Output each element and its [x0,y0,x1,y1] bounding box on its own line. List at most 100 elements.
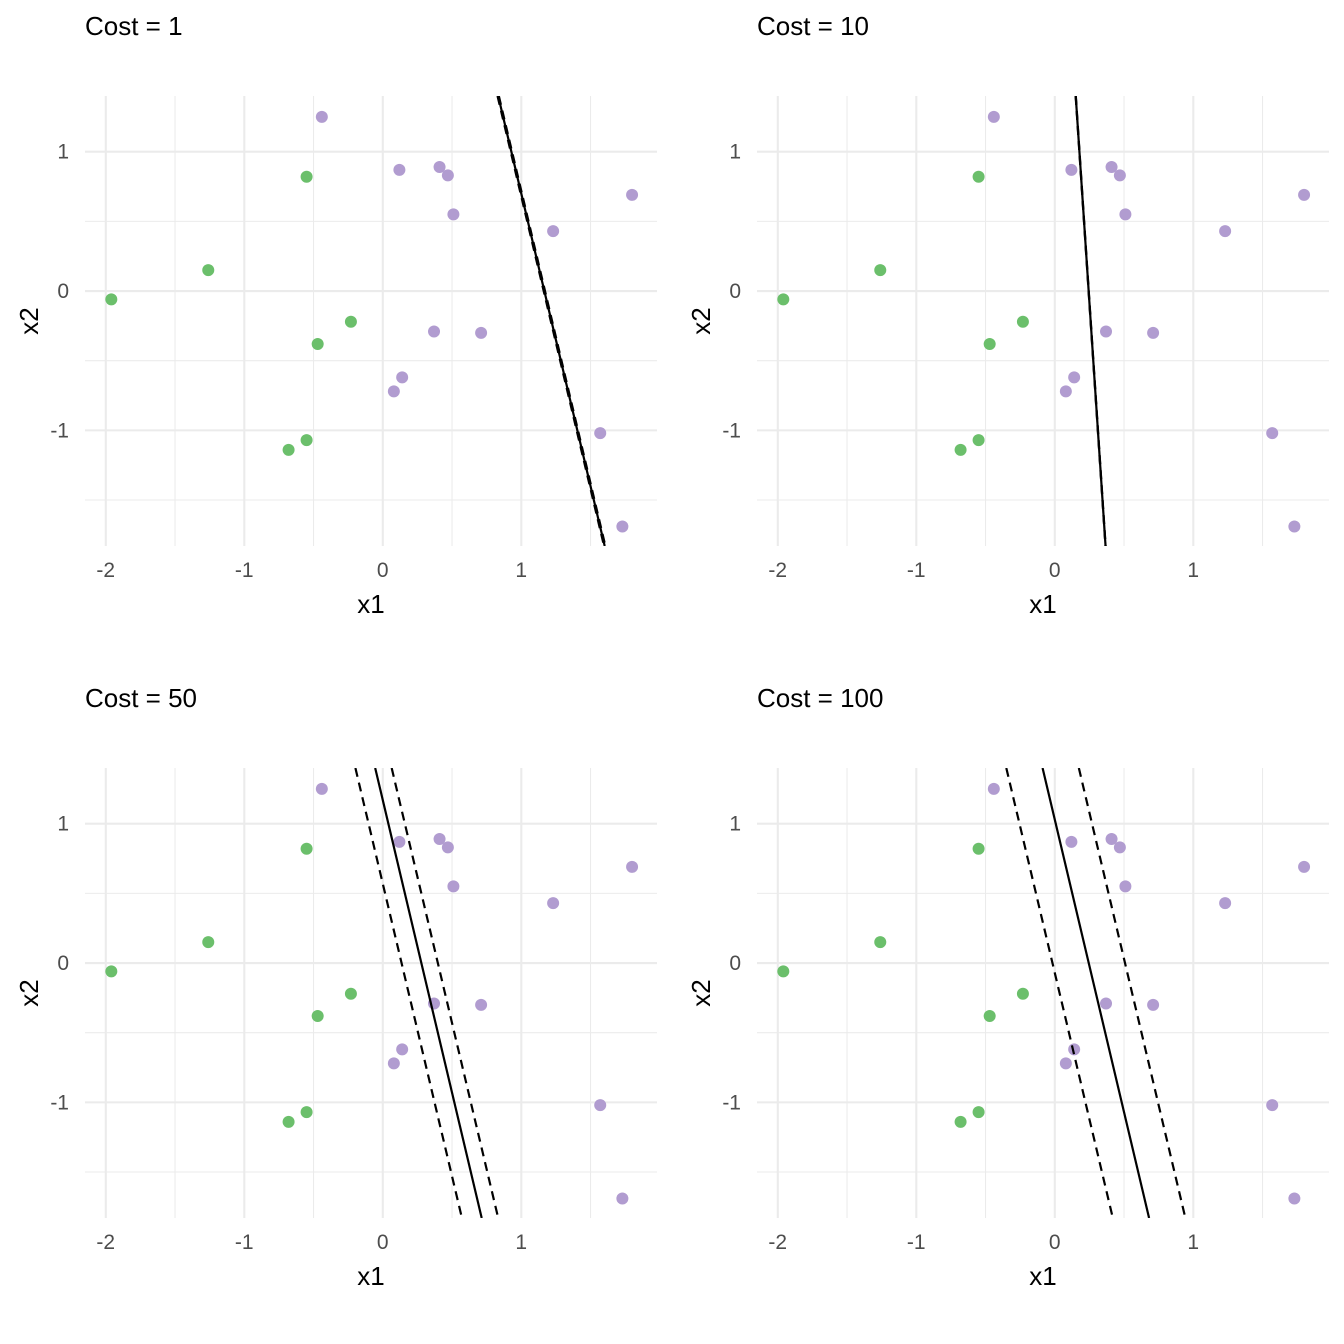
data-point [396,1043,409,1056]
data-point [1119,880,1132,893]
points [105,782,639,1205]
data-point [311,1009,324,1022]
data-point [954,443,967,456]
data-point [1016,987,1029,1000]
y-tick-label: 1 [729,141,741,164]
data-point [1288,520,1301,533]
data-point [282,1115,295,1128]
data-point [105,293,118,306]
margin-line [496,96,606,546]
data-point [777,965,790,978]
data-point [315,110,328,123]
data-point [547,225,560,238]
data-point [311,337,324,350]
data-point [954,1115,967,1128]
data-point [344,315,357,328]
data-point [428,325,441,338]
data-point [447,880,460,893]
data-point [972,170,985,183]
data-point [441,841,454,854]
y-tick-label: 1 [57,813,69,836]
data-point [594,427,607,440]
margin-line [1005,768,1114,1218]
x-axis-title: x1 [1029,589,1056,619]
panel-title: Cost = 50 [85,683,197,713]
data-point [1113,169,1126,182]
grid [85,768,657,1218]
margin-line [1077,768,1187,1218]
data-point [1059,1057,1072,1070]
panel-3: Cost = 50 -2 -1 0 1 -1 0 1 x1 x2 [14,683,657,1291]
data-point [475,326,488,339]
y-tick-label: -1 [722,1091,741,1114]
panel-4: Cost = 100 -2 -1 0 1 -1 0 1 x1 x2 [686,683,1329,1291]
data-point [282,443,295,456]
boundary-lines [1005,768,1187,1218]
data-point [396,371,409,384]
data-point [1059,385,1072,398]
y-tick-label: 0 [729,280,741,303]
data-point [987,110,1000,123]
y-tick-label: -1 [50,419,69,442]
data-point [1219,897,1232,910]
data-point [300,434,313,447]
grid [85,96,657,546]
data-point [387,385,400,398]
x-tick-label: -2 [96,1231,115,1254]
decision-boundary-line [1041,768,1151,1218]
data-point [1065,163,1078,176]
decision-boundary-line [374,768,483,1218]
data-point [202,264,215,277]
x-tick-label: 0 [377,1231,389,1254]
margin-line [497,96,607,546]
y-tick-label: 1 [729,813,741,836]
x-tick-label: 1 [1187,559,1199,582]
data-point [616,1192,629,1205]
data-point [1105,833,1118,846]
data-point [1065,835,1078,848]
x-tick-label: 0 [1049,1231,1061,1254]
data-point [1147,326,1160,339]
data-point [105,965,118,978]
data-point [874,936,887,949]
data-point [547,897,560,910]
boundary-lines [496,96,607,546]
data-point [447,208,460,221]
margin-line [390,768,500,1218]
data-point [987,782,1000,795]
margin-line [354,768,463,1218]
data-point [1105,161,1118,174]
data-point [874,264,887,277]
data-point [393,163,406,176]
data-point [983,1009,996,1022]
points [777,782,1311,1205]
y-tick-label: -1 [50,1091,69,1114]
grid [757,768,1329,1218]
data-point [433,161,446,174]
points [105,110,639,533]
data-point [344,987,357,1000]
data-point [1016,315,1029,328]
data-point [594,1099,607,1112]
x-tick-label: 1 [515,1231,527,1254]
data-point [387,1057,400,1070]
y-tick-label: -1 [722,419,741,442]
data-point [202,936,215,949]
y-axis-title: x2 [686,307,716,334]
y-tick-label: 0 [57,280,69,303]
points [777,110,1311,533]
data-point [1100,997,1113,1010]
data-point [1266,1099,1279,1112]
data-point [1068,371,1081,384]
grid [757,96,1329,546]
data-point [972,842,985,855]
data-point [972,1106,985,1119]
data-point [315,782,328,795]
data-point [300,170,313,183]
x-tick-label: 1 [1187,1231,1199,1254]
data-point [1298,188,1311,201]
x-tick-label: -1 [235,559,254,582]
data-point [1298,860,1311,873]
x-tick-label: -2 [768,1231,787,1254]
x-tick-label: -1 [907,559,926,582]
